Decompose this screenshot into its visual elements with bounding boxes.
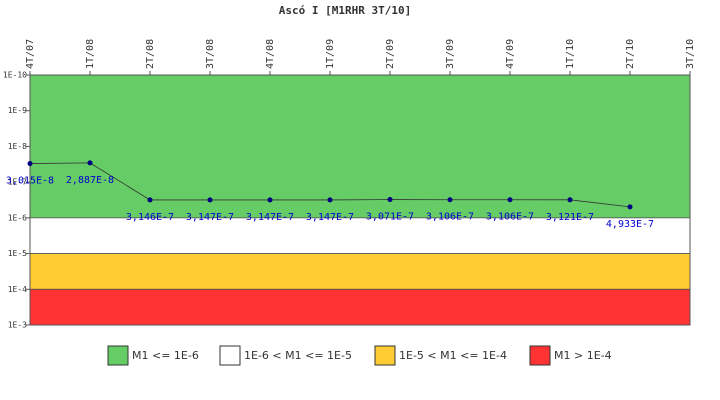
value-label: 2,887E-8	[66, 175, 114, 186]
point	[627, 204, 633, 210]
value-label: 3,146E-7	[126, 212, 174, 223]
x-tick-label: 1T/09	[325, 39, 336, 69]
x-tick-label: 1T/10	[565, 39, 576, 69]
legend-label: 1E-6 < M1 <= 1E-5	[244, 349, 352, 362]
legend-swatch	[374, 345, 396, 366]
point	[567, 197, 573, 203]
point	[507, 197, 513, 203]
x-tick-label: 3T/10	[685, 39, 696, 69]
band	[29, 217, 691, 254]
x-tick-label: 4T/09	[505, 39, 516, 69]
point	[207, 197, 213, 203]
x-tick-label: 3T/09	[445, 39, 456, 69]
band	[29, 288, 691, 326]
value-label: 3,147E-7	[246, 212, 294, 223]
legend-swatch	[529, 345, 551, 366]
legend-label: M1 <= 1E-6	[132, 349, 199, 362]
y-tick-label: 1E-6	[8, 213, 27, 222]
legend-label: M1 > 1E-4	[554, 349, 612, 362]
value-label: 3,106E-7	[426, 212, 474, 223]
legend-swatch	[107, 345, 129, 366]
x-tick-label: 2T/08	[145, 39, 156, 69]
y-tick-label: 1E-10	[3, 71, 27, 80]
plot-border	[29, 74, 691, 326]
y-tick-label: 1E-5	[8, 249, 27, 258]
x-tick-label: 2T/09	[385, 39, 396, 69]
y-tick-label: 1E-3	[8, 321, 27, 330]
value-label: 3,015E-8	[6, 176, 54, 187]
value-label: 3,147E-7	[186, 212, 234, 223]
value-label: 3,147E-7	[306, 212, 354, 223]
point	[147, 197, 153, 203]
y-tick-label: 1E-9	[8, 106, 27, 115]
legend-label: 1E-5 < M1 <= 1E-4	[399, 349, 507, 362]
value-label: 3,071E-7	[366, 212, 414, 223]
value-label: 3,106E-7	[486, 212, 534, 223]
x-tick-label: 4T/07	[25, 39, 36, 69]
x-tick-label: 1T/08	[85, 39, 96, 69]
value-label: 3,121E-7	[546, 212, 594, 223]
x-tick-label: 4T/08	[265, 39, 276, 69]
point	[447, 197, 453, 203]
point	[87, 160, 93, 166]
point	[267, 197, 273, 203]
legend-swatch	[219, 345, 241, 366]
chart-title: Ascó I [M1RHR 3T/10]	[279, 4, 411, 17]
y-tick-label: 1E-7	[8, 178, 27, 187]
x-tick-label: 2T/10	[625, 39, 636, 69]
point	[327, 197, 333, 203]
band	[29, 74, 691, 219]
y-tick-label: 1E-8	[8, 142, 27, 151]
point	[27, 161, 33, 167]
x-tick-label: 3T/08	[205, 39, 216, 69]
band	[29, 253, 691, 290]
value-label: 4,933E-7	[606, 219, 654, 230]
y-tick-label: 1E-4	[8, 285, 27, 294]
point	[387, 197, 393, 203]
